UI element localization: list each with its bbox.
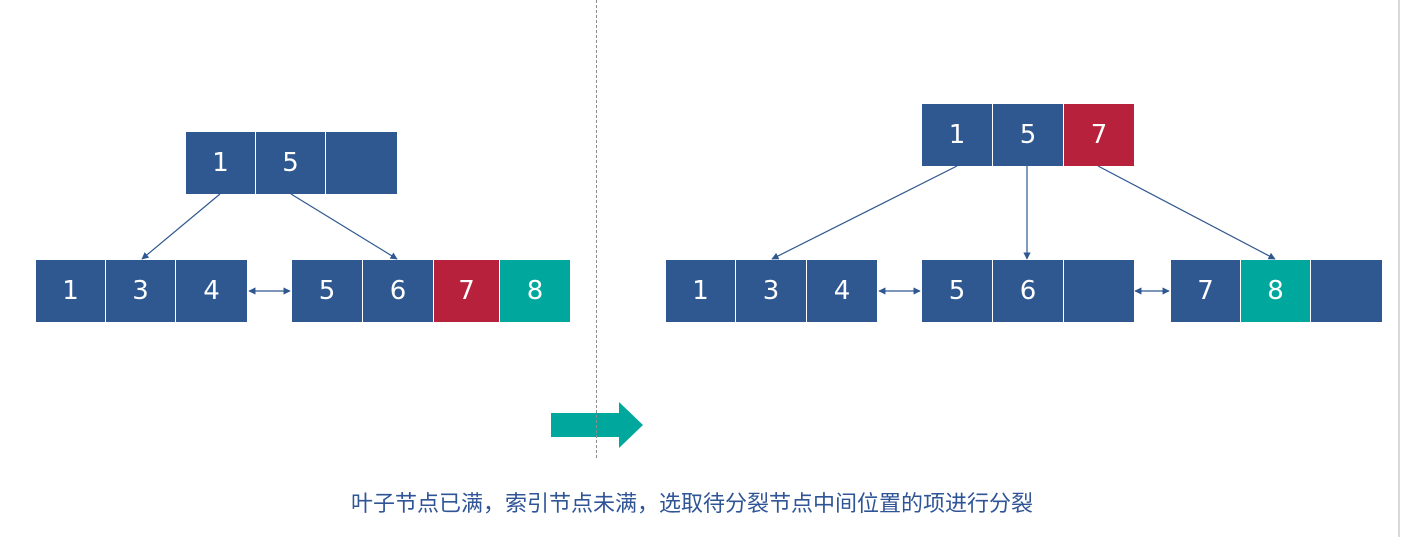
after-leaf-3-key-1: 7 bbox=[1171, 260, 1241, 322]
after-leaf-1-key-3: 4 bbox=[807, 260, 877, 322]
after-leaf-2-key-1: 5 bbox=[922, 260, 993, 322]
before-pointer-left bbox=[141, 193, 221, 260]
after-internal-node: 1 5 7 bbox=[922, 104, 1134, 166]
after-leaf-3-key-2: 8 bbox=[1241, 260, 1311, 322]
after-leaf-1-key-1: 1 bbox=[666, 260, 736, 322]
before-internal-node: 1 5 bbox=[186, 132, 397, 194]
before-leaf-left-key-3: 4 bbox=[176, 260, 247, 322]
before-internal-key-3 bbox=[326, 132, 397, 194]
transition-arrow-icon bbox=[551, 402, 643, 448]
before-leaf-right-key-2: 6 bbox=[363, 260, 434, 322]
before-leaf-right-key-4: 8 bbox=[500, 260, 570, 322]
before-leaf-left: 1 3 4 bbox=[36, 260, 247, 322]
after-leaf-2-key-3 bbox=[1064, 260, 1134, 322]
before-leaf-left-key-1: 1 bbox=[36, 260, 106, 322]
after-leaf-2: 5 6 bbox=[922, 260, 1134, 322]
after-internal-key-2: 5 bbox=[993, 104, 1064, 166]
after-pointer-1 bbox=[771, 165, 958, 260]
before-leaf-right: 5 6 7 8 bbox=[292, 260, 570, 322]
after-internal-key-1: 1 bbox=[922, 104, 993, 166]
after-leaf-2-key-2: 6 bbox=[993, 260, 1064, 322]
divider-line bbox=[596, 0, 597, 458]
before-leaf-left-key-2: 3 bbox=[106, 260, 176, 322]
before-internal-key-1: 1 bbox=[186, 132, 256, 194]
after-leaf-1: 1 3 4 bbox=[666, 260, 877, 322]
after-leaf-1-key-2: 3 bbox=[736, 260, 807, 322]
after-leaf-3-key-3 bbox=[1311, 260, 1382, 322]
after-pointer-3 bbox=[1097, 165, 1276, 260]
right-edge-border bbox=[1398, 0, 1400, 537]
after-leaf-3: 7 8 bbox=[1171, 260, 1382, 322]
before-internal-key-2: 5 bbox=[256, 132, 326, 194]
after-internal-key-3: 7 bbox=[1064, 104, 1134, 166]
before-leaf-right-key-1: 5 bbox=[292, 260, 363, 322]
before-leaf-right-key-3: 7 bbox=[434, 260, 500, 322]
before-pointer-right bbox=[290, 193, 398, 260]
diagram-caption: 叶子节点已满，索引节点未满，选取待分裂节点中间位置的项进行分裂 bbox=[350, 492, 1033, 517]
